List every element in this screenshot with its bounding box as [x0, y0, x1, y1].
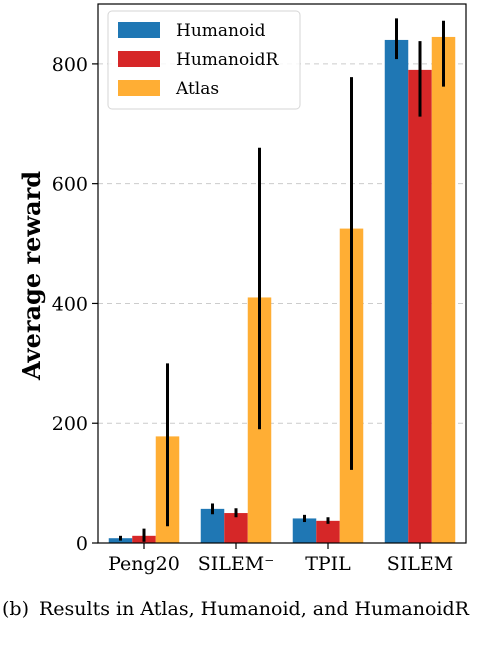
bar-humanoidr-4 — [408, 69, 432, 543]
legend-swatch — [118, 22, 160, 38]
bars — [108, 36, 456, 544]
bar-humanoidr-3 — [316, 520, 340, 543]
x-tick-label: SILEM⁻ — [198, 553, 275, 575]
y-tick-label: 800 — [52, 54, 88, 76]
error-bars — [119, 18, 445, 542]
legend: Humanoid HumanoidR Atlas — [107, 10, 301, 110]
y-ticks: 0 200 400 600 800 — [52, 54, 98, 555]
x-ticks: Peng20 SILEM⁻ TPIL SILEM — [108, 543, 453, 575]
caption-text: Results in Atlas, Humanoid, and Humanoid… — [39, 598, 469, 620]
figure-caption: (b) Results in Atlas, Humanoid, and Human… — [2, 596, 494, 623]
legend-label: Humanoid — [176, 21, 266, 41]
y-tick-label: 200 — [52, 413, 88, 435]
y-tick-label: 400 — [52, 293, 88, 315]
plot-frame — [97, 3, 467, 544]
bar-chart: 0 200 400 600 800 Peng20 SILEM⁻ TPIL SILEM Aver… — [17, 3, 467, 575]
bar-humanoid-2 — [200, 508, 225, 543]
axes — [97, 3, 467, 544]
bar-humanoidr-2 — [224, 513, 248, 543]
caption-tag: (b) — [2, 598, 29, 620]
bar-humanoid-4 — [384, 39, 409, 543]
x-tick-label: SILEM — [387, 553, 453, 575]
x-tick-label: Peng20 — [108, 553, 180, 575]
legend-swatch — [118, 51, 160, 67]
y-tick-label: 0 — [76, 533, 88, 555]
bar-humanoid-3 — [292, 518, 317, 543]
y-tick-label: 600 — [52, 174, 88, 196]
x-tick-label: TPIL — [305, 553, 351, 575]
bar-atlas-4 — [431, 36, 456, 543]
legend-label: HumanoidR — [176, 50, 280, 70]
legend-label: Atlas — [175, 79, 219, 99]
y-axis-title: Average reward — [17, 171, 46, 381]
legend-swatch — [118, 80, 160, 96]
